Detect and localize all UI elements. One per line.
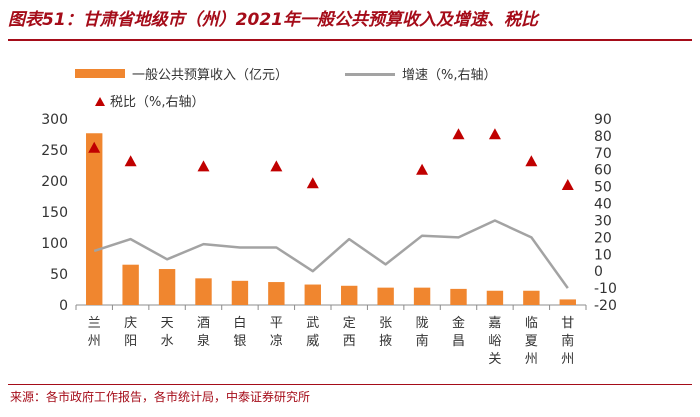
legend-bar-swatch bbox=[75, 69, 125, 78]
tax-ratio-marker-13 bbox=[561, 178, 574, 190]
bar-10 bbox=[450, 288, 467, 305]
x-tick-label-0: 兰州 bbox=[88, 316, 101, 349]
y-right-tick-label: 70 bbox=[594, 146, 612, 162]
axes bbox=[75, 304, 587, 310]
tax-ratio-marker-12 bbox=[525, 155, 538, 167]
bar-6 bbox=[304, 284, 321, 305]
x-tick-label-12: 临夏州 bbox=[525, 316, 538, 367]
tax-ratio-marker-3 bbox=[197, 160, 210, 172]
y-right-tick-label: 30 bbox=[594, 213, 612, 229]
x-tick-label-1: 庆阳 bbox=[124, 316, 137, 349]
y-right-tick-label: 80 bbox=[594, 129, 612, 145]
y-left-tick-label: 50 bbox=[50, 267, 68, 283]
tax-ratio-marker-6 bbox=[306, 177, 319, 189]
bar-9 bbox=[413, 287, 431, 305]
legend-line-label: 增速（%,右轴） bbox=[402, 68, 497, 83]
y-right-tick-label: 50 bbox=[594, 180, 612, 196]
y-right-tick-label: 60 bbox=[594, 163, 612, 179]
bar-0 bbox=[86, 133, 103, 305]
legend-line-swatch bbox=[345, 73, 395, 76]
tax-ratio-marker-9 bbox=[416, 163, 429, 175]
x-tick-label-10: 金昌 bbox=[452, 315, 465, 349]
growth-line bbox=[93, 219, 569, 289]
y-right-tick-label: 40 bbox=[594, 197, 612, 213]
y-left-tick-label: 300 bbox=[41, 112, 68, 128]
tax-ratio-marker-0 bbox=[88, 141, 101, 153]
bar-13 bbox=[559, 299, 576, 305]
bar-4 bbox=[231, 280, 249, 305]
bar-8 bbox=[377, 287, 394, 305]
tax-ratio-marker-5 bbox=[270, 160, 283, 172]
bar-1 bbox=[122, 264, 139, 305]
bars bbox=[86, 133, 576, 305]
y-right-tick-label: -20 bbox=[594, 298, 617, 314]
tax-ratio-markers bbox=[88, 128, 574, 190]
source-divider bbox=[8, 384, 692, 385]
title-divider bbox=[8, 39, 692, 41]
tax-ratio-marker-1 bbox=[124, 155, 137, 167]
tax-ratio-marker-11 bbox=[488, 128, 501, 140]
legend-bar-label: 一般公共预算收入（亿元） bbox=[132, 68, 289, 83]
legend-marker-swatch bbox=[95, 97, 105, 106]
y-left-tick-label: 150 bbox=[41, 205, 68, 221]
y-right-tick-label: 20 bbox=[594, 230, 612, 246]
x-tick-label-3: 酒泉 bbox=[197, 316, 210, 349]
x-tick-label-11: 嘉峪关 bbox=[488, 316, 501, 367]
x-tick-label-2: 天水 bbox=[161, 316, 174, 349]
y-left-tick-label: 250 bbox=[41, 143, 68, 159]
bar-11 bbox=[486, 290, 504, 305]
tax-ratio-marker-10 bbox=[452, 128, 465, 140]
y-left-tick-label: 200 bbox=[41, 174, 68, 190]
bar-3 bbox=[195, 278, 212, 305]
x-tick-label-13: 甘南州 bbox=[561, 316, 574, 367]
bar-5 bbox=[268, 282, 285, 305]
bar-2 bbox=[158, 269, 176, 305]
x-tick-label-5: 平凉 bbox=[270, 316, 283, 349]
y-left-tick-label: 100 bbox=[41, 236, 68, 252]
y-right-tick-label: 0 bbox=[594, 264, 603, 280]
y-left-tick-label: 0 bbox=[59, 298, 68, 314]
x-tick-label-8: 张掖 bbox=[379, 316, 392, 349]
bar-12 bbox=[523, 290, 540, 305]
bar-7 bbox=[341, 285, 358, 305]
x-tick-label-9: 陇南 bbox=[416, 316, 429, 349]
y-right-tick-label: -10 bbox=[594, 281, 617, 297]
y-right-tick-label: 10 bbox=[594, 247, 612, 263]
y-left-tick-labels: 0 50 100 150 200 250 300 bbox=[41, 112, 68, 314]
y-right-tick-label: 90 bbox=[594, 112, 612, 128]
legend-marker-label: 税比（%,右轴） bbox=[110, 95, 205, 110]
x-tick-label-7: 定西 bbox=[343, 316, 356, 349]
chart-title: 图表51：甘肃省地级市（州）2021年一般公共预算收入及增速、税比 bbox=[8, 10, 538, 30]
x-tick-label-4: 白银 bbox=[233, 315, 246, 349]
source-note: 来源：各市政府工作报告，各市统计局，中泰证券研究所 bbox=[10, 390, 311, 404]
x-tick-label-6: 武威 bbox=[306, 316, 319, 349]
growth-line-path bbox=[93, 219, 569, 289]
